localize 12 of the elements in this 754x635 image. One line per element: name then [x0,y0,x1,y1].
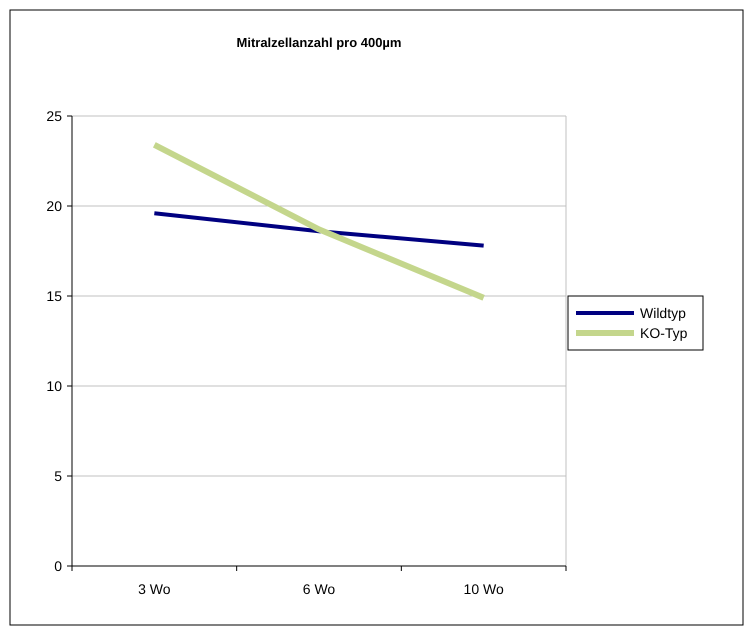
y-tick-label: 0 [54,558,62,574]
x-tick-label: 6 Wo [302,581,336,597]
chart-title: Mitralzellanzahl pro 400µm [236,35,402,50]
y-tick-label: 15 [46,288,62,304]
x-tick-label: 10 Wo [464,581,504,597]
y-tick-label: 5 [54,468,62,484]
x-tick-label: 3 Wo [138,581,171,597]
legend-label: Wildtyp [640,304,686,321]
y-tick-label: 10 [46,378,62,394]
legend-label: KO-Typ [640,324,688,341]
y-tick-label: 20 [46,198,62,214]
y-tick-label: 25 [46,108,62,124]
